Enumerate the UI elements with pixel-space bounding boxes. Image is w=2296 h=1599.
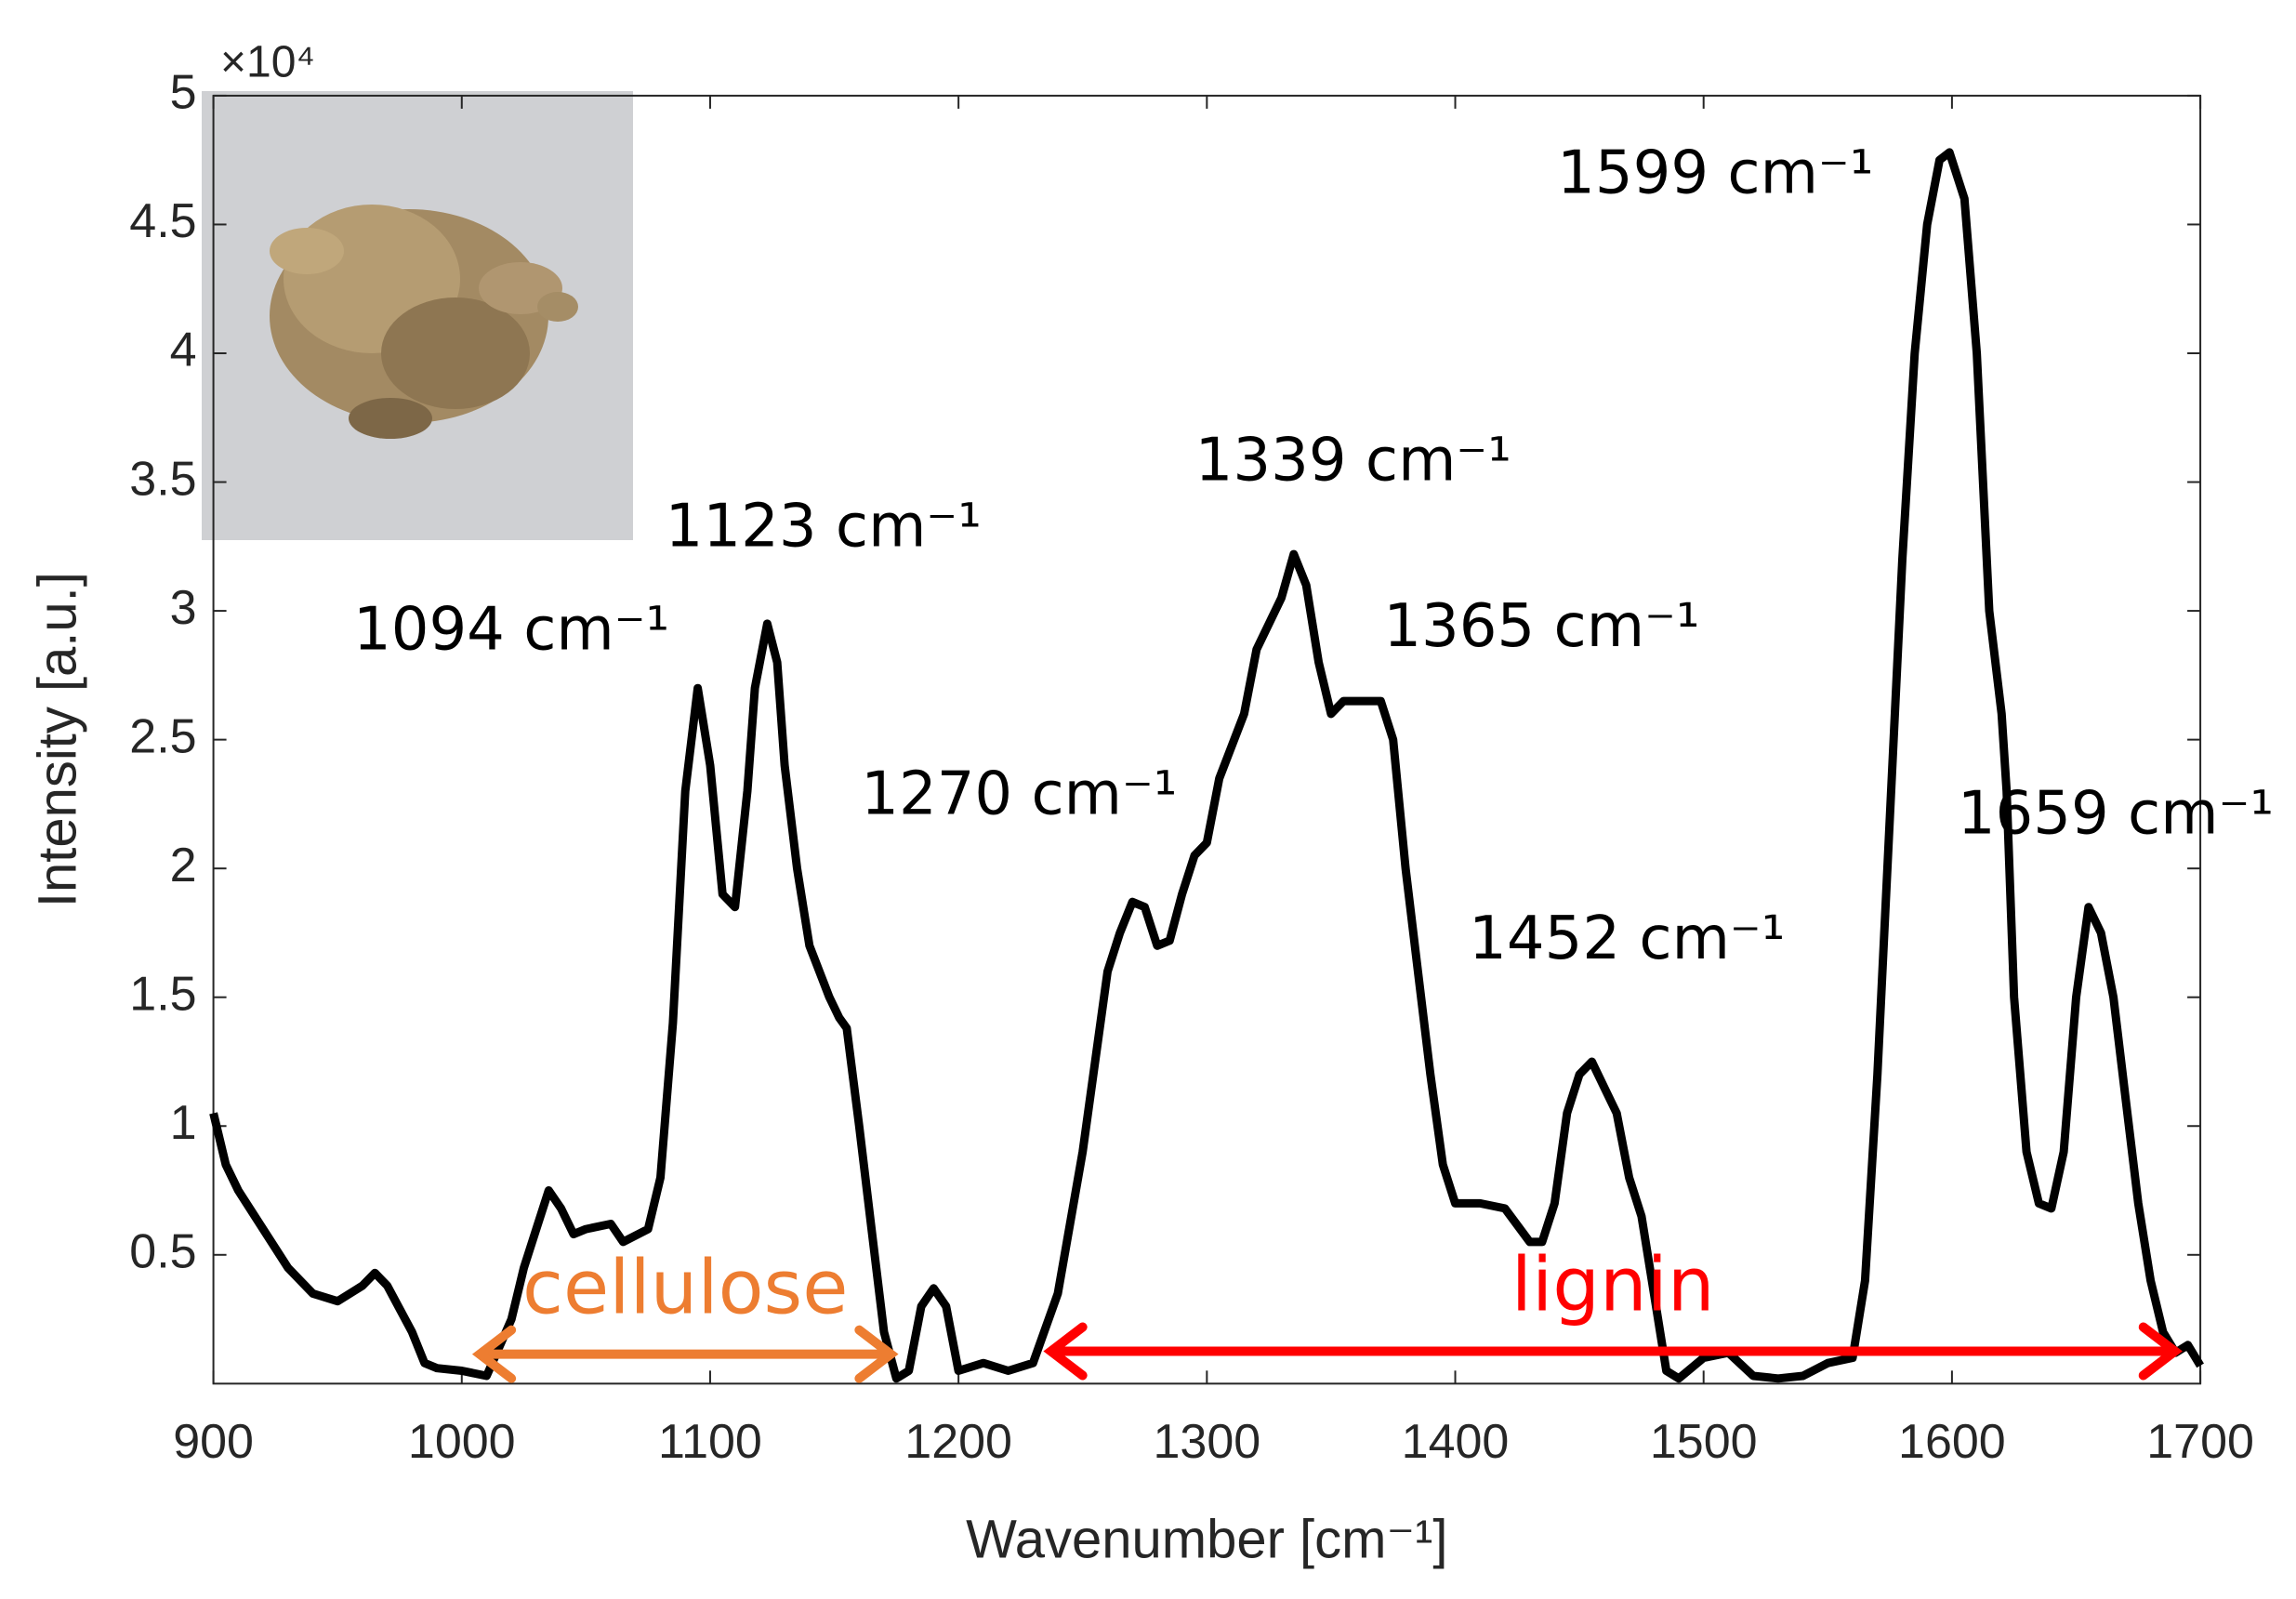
y-tick-label: 4 — [170, 324, 197, 377]
peak-label: 1123 cm⁻¹ — [666, 493, 982, 562]
region-label: lignin — [1511, 1241, 1715, 1328]
y-exponent: ×10⁴ — [220, 38, 315, 87]
y-tick-label: 3 — [170, 581, 197, 635]
x-tick-label: 1000 — [408, 1415, 516, 1469]
y-tick-label: 5 — [170, 66, 197, 120]
y-tick-label: 2.5 — [129, 709, 196, 763]
peak-label: 1094 cm⁻¹ — [353, 595, 669, 664]
x-tick-label: 1600 — [1898, 1415, 2006, 1469]
y-tick-label: 1.5 — [129, 967, 196, 1021]
y-tick-label: 4.5 — [129, 194, 196, 248]
y-tick-label: 3.5 — [129, 452, 196, 506]
x-tick-label: 1400 — [1402, 1415, 1510, 1469]
x-tick-label: 900 — [173, 1415, 254, 1469]
x-axis-label: Wavenumber [cm⁻¹] — [966, 1509, 1447, 1569]
peak-label: 1365 cm⁻¹ — [1383, 592, 1699, 661]
x-tick-label: 1300 — [1153, 1415, 1260, 1469]
peak-label: 1270 cm⁻¹ — [861, 760, 1177, 829]
spectrum-line — [209, 148, 2204, 1383]
inset-photo — [202, 91, 633, 540]
x-tick-label: 1700 — [2146, 1415, 2254, 1469]
arrow-head — [854, 1325, 899, 1383]
peak-label: 1659 cm⁻¹ — [1958, 779, 2274, 848]
arrow-head — [1043, 1322, 1088, 1381]
y-tick-label: 0.5 — [129, 1225, 196, 1279]
x-tick-label: 1200 — [904, 1415, 1012, 1469]
peak-label: 1339 cm⁻¹ — [1195, 426, 1511, 495]
peak-label: 1452 cm⁻¹ — [1469, 905, 1785, 973]
x-tick-label: 1500 — [1650, 1415, 1758, 1469]
y-axis-label: Intensity [a.u.] — [27, 572, 87, 907]
peak-label: 1599 cm⁻¹ — [1557, 139, 1873, 208]
arrow-head — [471, 1325, 517, 1383]
arrow-head — [2138, 1322, 2183, 1381]
region-label: cellulose — [522, 1245, 848, 1331]
y-tick-label: 1 — [170, 1096, 197, 1150]
y-tick-label: 2 — [170, 839, 197, 892]
x-tick-label: 1100 — [658, 1415, 762, 1469]
